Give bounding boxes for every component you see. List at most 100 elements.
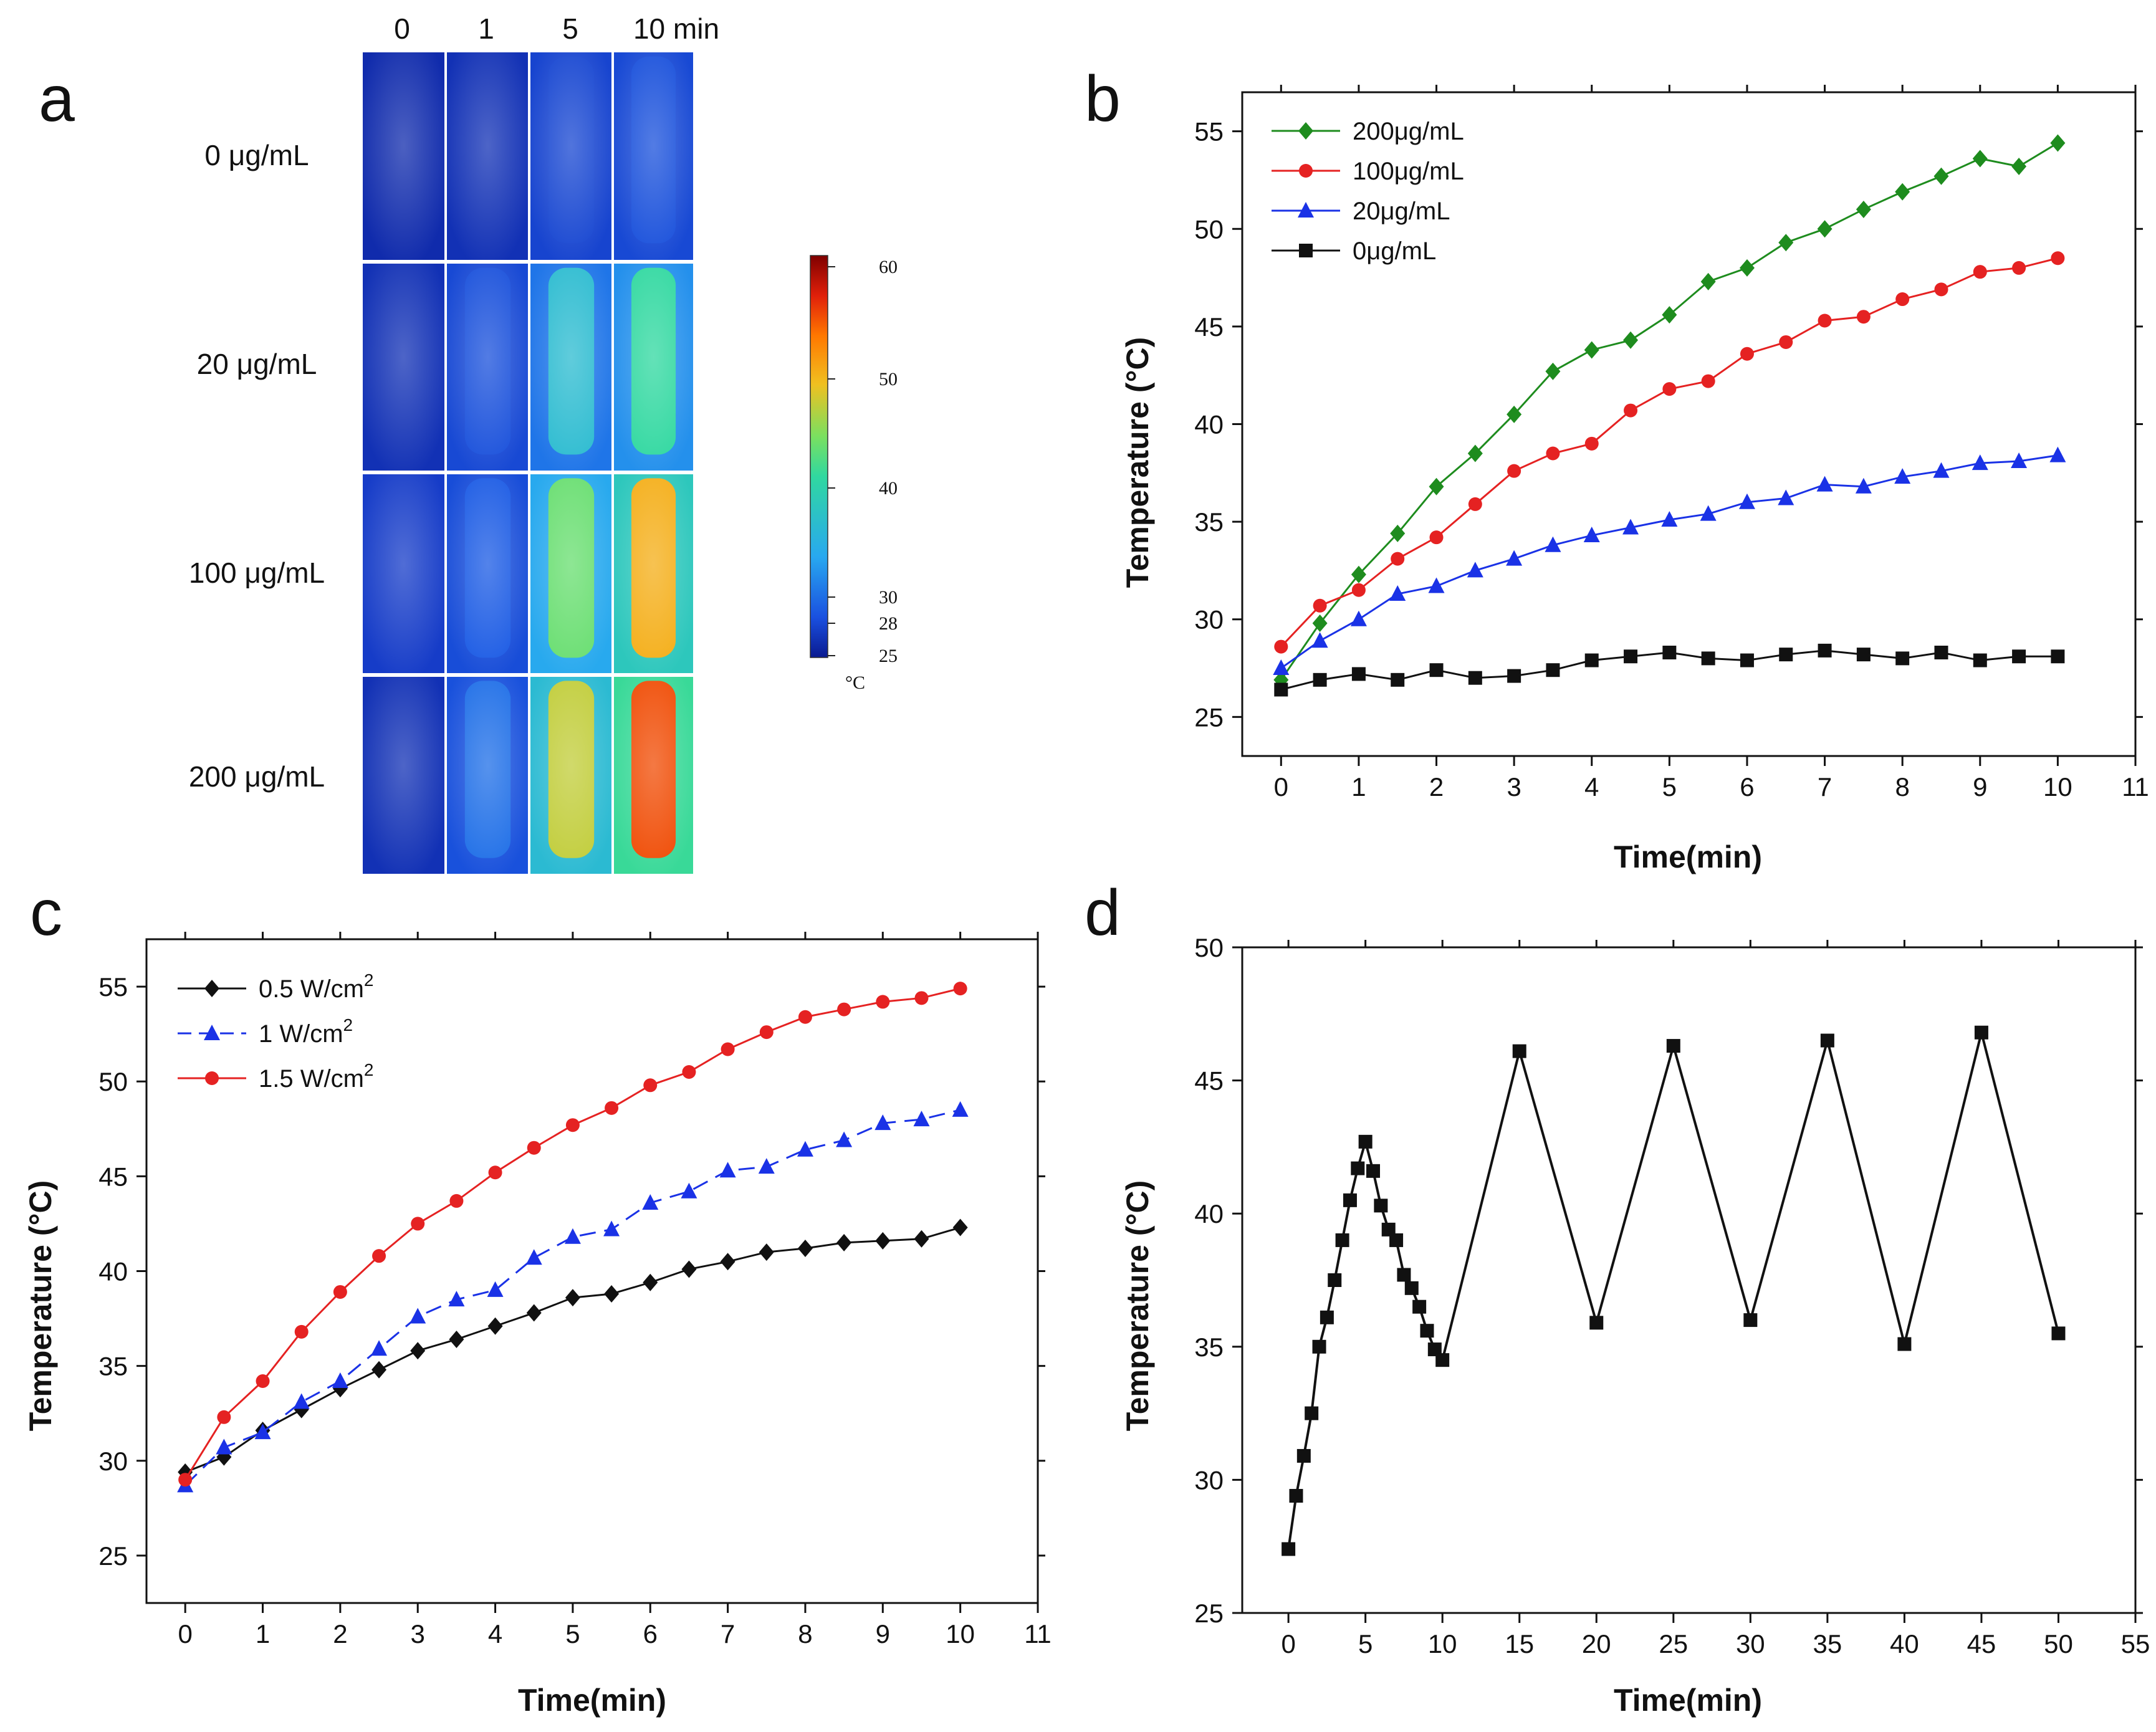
row-label-0: 0 μg/mL — [204, 139, 309, 171]
chart-b-y-tick-label: 30 — [1194, 605, 1224, 634]
thermal-image-grid — [363, 52, 693, 874]
chart-c-point — [874, 1114, 891, 1131]
chart-c-point — [487, 1317, 503, 1335]
chart-b-x-tick-label: 8 — [1895, 772, 1909, 801]
colorbar-unit: °C — [845, 672, 865, 693]
chart-c-x-tick-label: 7 — [721, 1619, 735, 1648]
chart-c-legend: 0.5 W/cm2 1 W/cm2 1.5 W/cm2 — [178, 970, 373, 1093]
chart-b-point — [1351, 583, 1366, 597]
chart-d-point — [1404, 1281, 1419, 1295]
chart-d-y-title: Temperature (°C) — [1120, 1180, 1155, 1431]
chart-b-point — [1273, 659, 1290, 676]
chart-b-point — [1350, 610, 1367, 626]
thermal-grid-divider — [363, 260, 693, 264]
chart-b-point — [1584, 436, 1599, 451]
chart-c-point — [721, 1042, 735, 1056]
chart-d-y-tick-label: 50 — [1194, 933, 1224, 962]
chart-c-y-tick-label: 45 — [98, 1162, 128, 1191]
chart-c-point — [798, 1010, 812, 1024]
chart-d-point — [1412, 1299, 1427, 1314]
chart-b-point — [1972, 150, 1988, 168]
chart-d-x-tick-label: 0 — [1281, 1629, 1295, 1658]
chart-b-legend-label: 20μg/mL — [1353, 198, 1450, 225]
thermal-grid-divider — [444, 52, 447, 874]
chart-c-legend-label: 1 W/cm2 — [259, 1015, 353, 1048]
chart-b-point — [1701, 374, 1715, 388]
chart-b-point — [1311, 632, 1328, 648]
chart-b-point — [1856, 200, 1871, 218]
chart-b-series — [1273, 134, 2066, 697]
chart-b-point — [1856, 648, 1871, 662]
chart-b-point — [2011, 452, 2028, 469]
chart-b-y-tick-label: 40 — [1194, 410, 1224, 439]
thermal-image-panel: 0 1 5 10 min 0 μg/mL 20 μg/mL 100 μg/mL … — [189, 12, 898, 874]
chart-d-y-tick-label: 45 — [1194, 1066, 1224, 1096]
chart-c-point — [449, 1194, 464, 1208]
chart-c-point — [254, 1423, 271, 1440]
chart-b-point — [2012, 649, 2026, 664]
chart-b-point — [1391, 672, 1405, 687]
chart-b-point — [1779, 648, 1793, 662]
time-label-1: 1 — [478, 12, 494, 45]
chart-c-legend-superscript: 2 — [364, 970, 374, 990]
chart-b-point — [1274, 682, 1288, 697]
chart-b-legend-marker — [1298, 202, 1314, 218]
thermal-glow — [447, 677, 529, 874]
row-label-20: 20 μg/mL — [197, 348, 317, 380]
colorbar-label-28: 28 — [879, 613, 898, 634]
thermal-glow — [614, 677, 693, 874]
chart-b-point — [1739, 259, 1755, 277]
chart-c-point — [371, 1361, 387, 1379]
thermal-glow — [614, 52, 693, 260]
chart-b-point — [1429, 663, 1444, 677]
chart-c-y-title: Temperature (°C) — [23, 1180, 58, 1431]
chart-d-y-tick-label: 35 — [1194, 1332, 1224, 1362]
chart-b-point — [1894, 468, 1911, 484]
chart-b-point — [2051, 649, 2065, 664]
chart-b-point — [1623, 331, 1639, 349]
chart-c-point — [914, 991, 929, 1005]
chart-b-point — [1973, 265, 1987, 279]
chart-d-point — [1305, 1406, 1319, 1420]
chart-d-point — [1397, 1268, 1411, 1282]
chart-d-x-tick-label: 10 — [1428, 1629, 1457, 1658]
chart-c-point — [797, 1239, 813, 1257]
chart-d-series — [1282, 1025, 2066, 1556]
chart-b-point — [1624, 649, 1638, 664]
thermal-glow — [447, 264, 529, 471]
chart-b-point — [1778, 489, 1794, 505]
chart-d-point — [1335, 1233, 1349, 1247]
chart-b-point — [1933, 462, 1950, 478]
chart-d-point — [1351, 1161, 1365, 1175]
chart-b-point — [2051, 251, 2065, 266]
chart-c-series-line — [184, 1109, 961, 1486]
chart-d-point — [1420, 1324, 1434, 1338]
chart-c-point — [487, 1281, 504, 1297]
panel-letter-a: a — [39, 63, 75, 135]
chart-d-point — [1343, 1193, 1357, 1207]
chart-d-series-line — [1287, 1032, 2060, 1549]
panel-letter-c: c — [30, 877, 62, 949]
chart-b-x-tick-label: 10 — [2043, 772, 2072, 801]
thermal-glow — [363, 474, 444, 674]
chart-c-x-tick-label: 10 — [946, 1619, 975, 1648]
chart-b-point — [1391, 552, 1405, 566]
chart-b-point — [1467, 562, 1483, 578]
chart-b-x-tick-label: 6 — [1740, 772, 1754, 801]
chart-b-legend: 200μg/mL 100μg/mL 20μg/mL 0μg/mL — [1272, 118, 1464, 265]
chart-c-point — [565, 1289, 580, 1307]
thermal-glow — [530, 677, 612, 874]
chart-c-x-tick-label: 3 — [411, 1619, 425, 1648]
chart-b-y-tick-label: 50 — [1194, 214, 1224, 244]
chart-c-point — [565, 1118, 580, 1132]
chart-c-point — [564, 1228, 581, 1244]
chart-b-point — [1274, 639, 1288, 654]
chart-b-point — [1818, 643, 1832, 658]
colorbar-label-40: 40 — [879, 478, 898, 499]
chart-d-x-tick-label: 15 — [1505, 1629, 1534, 1658]
chart-d-y-tick-label: 40 — [1194, 1199, 1224, 1228]
chart-d-point — [1743, 1313, 1758, 1328]
chart-b-point — [2011, 158, 2027, 176]
